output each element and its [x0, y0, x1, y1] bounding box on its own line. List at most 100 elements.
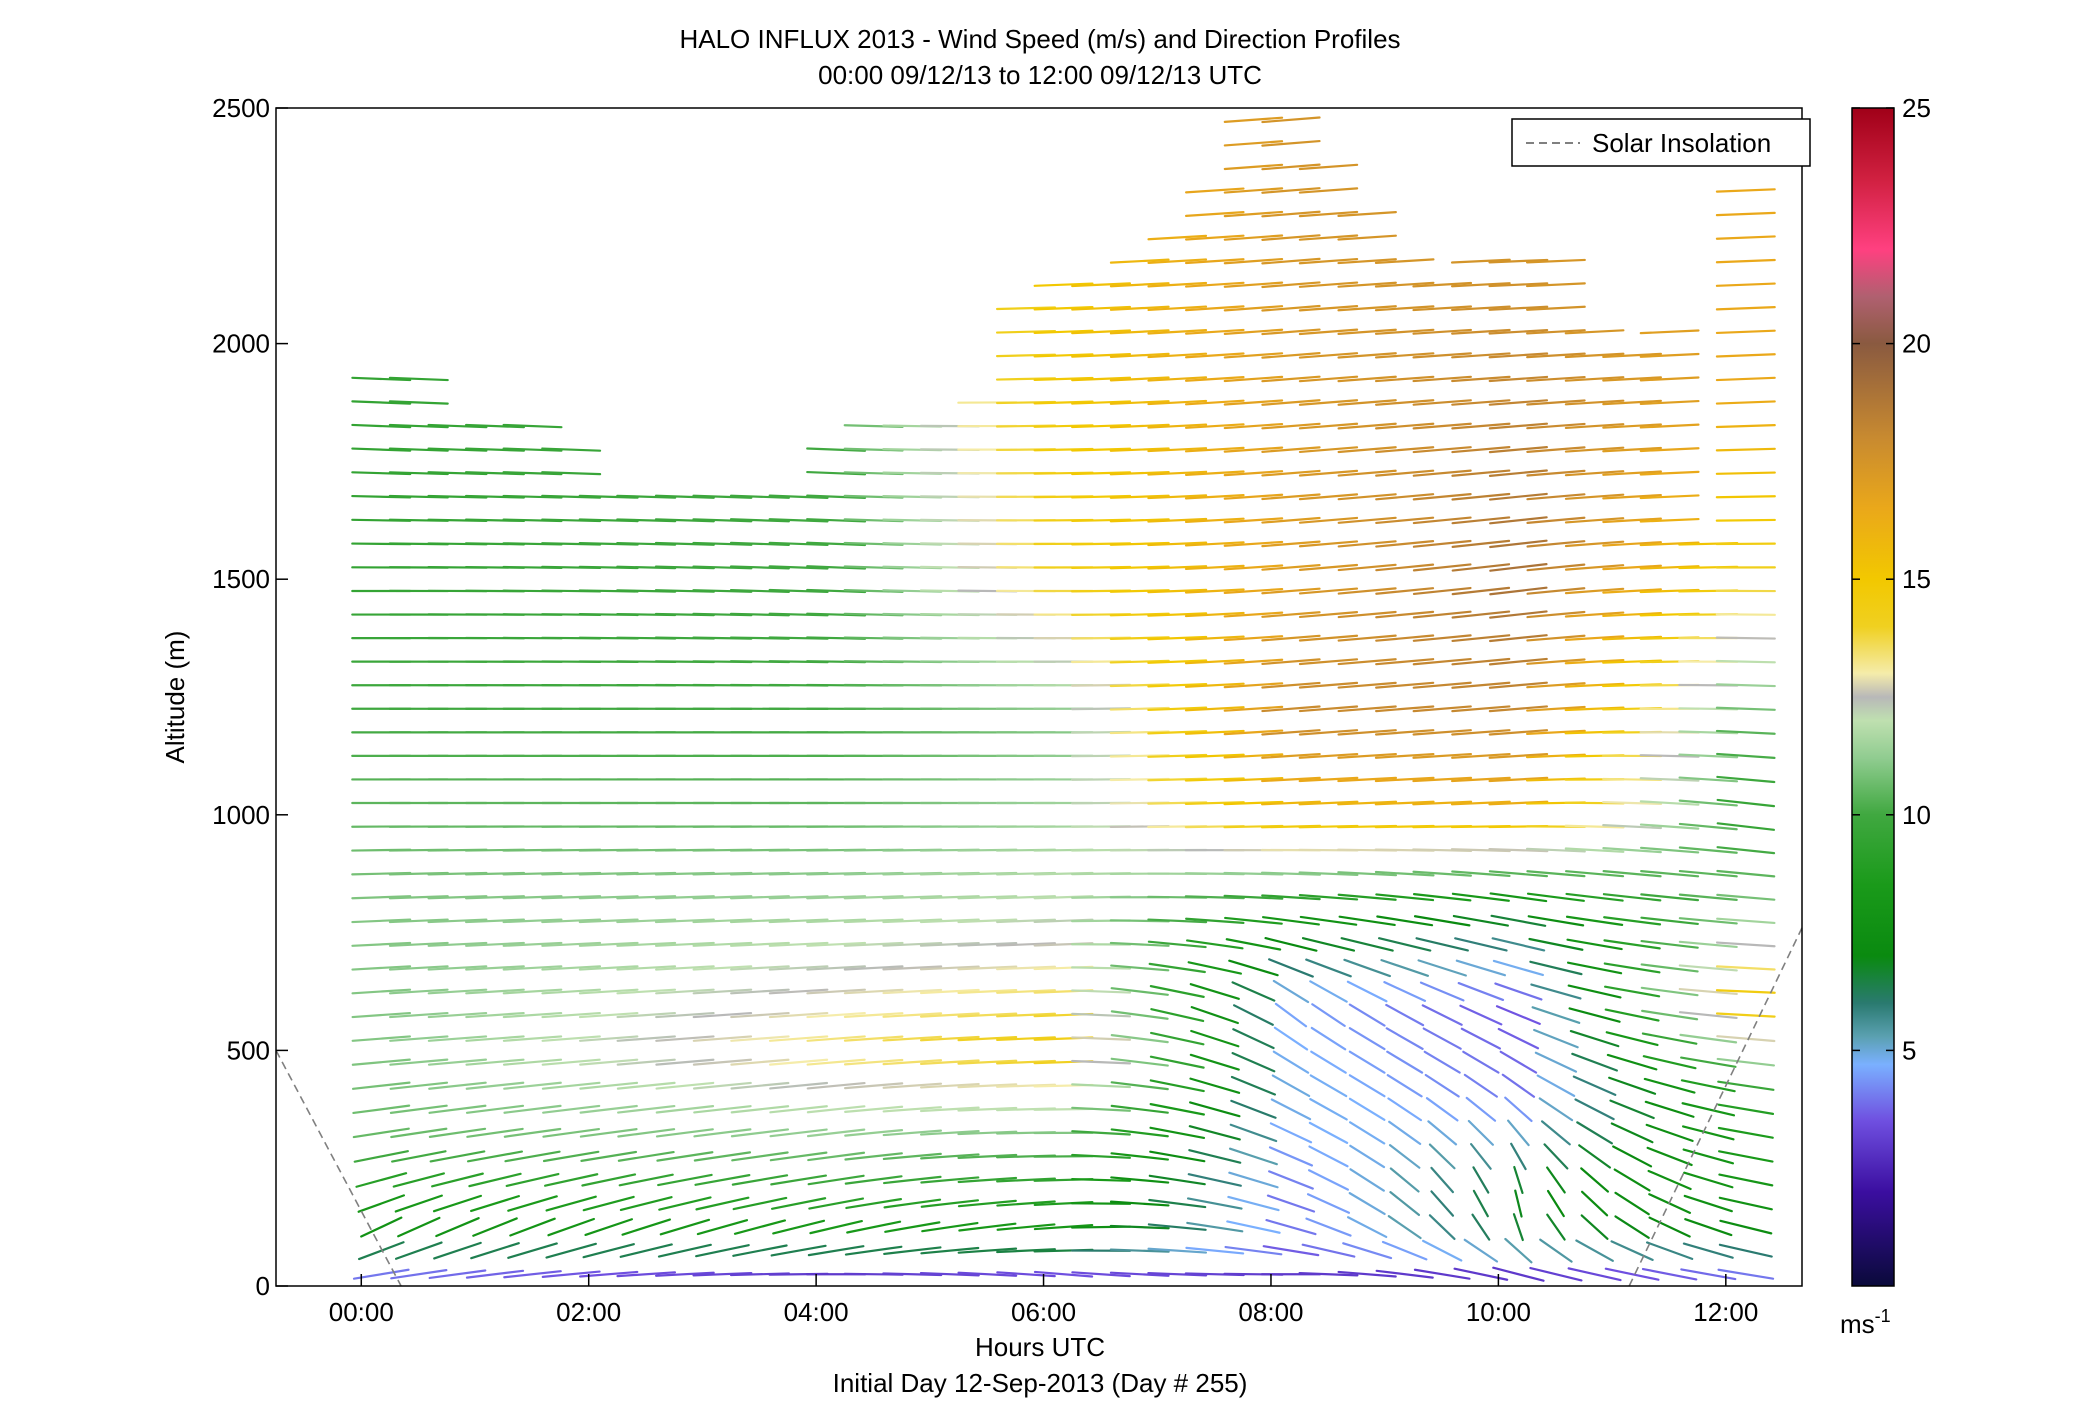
wind-barb — [1644, 1100, 1695, 1118]
wind-barb — [843, 941, 904, 947]
x-tick-label: 08:00 — [1238, 1297, 1303, 1327]
wind-barb — [1602, 352, 1663, 358]
wind-barb — [770, 1244, 827, 1257]
wind-barb — [730, 965, 790, 971]
wind-barb — [1488, 282, 1549, 288]
wind-barb — [1298, 540, 1359, 548]
legend-label-solar: Solar Insolation — [1592, 128, 1771, 158]
wind-barb — [1682, 1148, 1735, 1165]
wind-barb — [730, 988, 790, 995]
wind-barb — [1386, 1050, 1424, 1074]
wind-barb — [1337, 610, 1397, 619]
wind-barb — [1647, 1169, 1692, 1191]
wind-barb — [921, 1221, 979, 1233]
wind-barb — [659, 1218, 711, 1236]
wind-barb — [1310, 1026, 1347, 1051]
wind-barb — [655, 965, 715, 971]
wind-barb — [1298, 446, 1359, 454]
wind-barb — [1033, 400, 1094, 405]
wind-barb — [655, 1128, 714, 1138]
wind-barb — [1640, 870, 1700, 878]
wind-barb — [1422, 1027, 1462, 1050]
wind-barb — [692, 988, 753, 995]
wind-barb — [1605, 1031, 1659, 1047]
wind-barb — [882, 1035, 943, 1042]
wind-barb — [1567, 984, 1622, 999]
wind-barb — [1412, 352, 1472, 359]
wind-barb — [541, 941, 602, 947]
wind-barb — [1298, 871, 1359, 877]
wind-barb — [388, 376, 449, 382]
wind-barb — [806, 965, 867, 971]
wind-barb — [1412, 399, 1472, 406]
wind-barb — [1223, 753, 1284, 759]
wind-barb — [1148, 1174, 1206, 1186]
wind-barb — [1033, 1270, 1094, 1278]
wind-barb — [388, 423, 449, 429]
wind-barb — [919, 918, 980, 924]
wind-barb — [768, 965, 829, 971]
wind-barb — [578, 941, 639, 947]
wind-barb — [472, 1217, 518, 1237]
wind-barb — [958, 1222, 1017, 1232]
wind-barb — [1261, 257, 1321, 265]
wind-barb — [541, 471, 602, 476]
wind-barb — [541, 1035, 601, 1042]
wind-barb — [1147, 376, 1208, 382]
wind-barb — [1471, 1213, 1491, 1241]
wind-barb — [882, 1106, 943, 1113]
wind-barb — [1298, 305, 1359, 312]
wind-barb — [502, 895, 563, 900]
wind-barb — [693, 1105, 752, 1114]
y-tick-label: 1000 — [212, 800, 270, 830]
wind-barb — [843, 565, 904, 570]
wind-barb — [1149, 985, 1205, 998]
wind-barb — [1231, 981, 1276, 1002]
wind-barb — [432, 1194, 483, 1213]
wind-barb — [1223, 800, 1284, 806]
wind-barb — [1230, 1099, 1277, 1119]
wind-barb — [806, 1058, 866, 1066]
wind-barb — [1346, 1216, 1388, 1239]
colorbar-ticks: 5 10 15 20 25 — [1852, 93, 1931, 1065]
wind-barb — [654, 1271, 715, 1277]
wind-barb — [1489, 892, 1548, 903]
wind-barb — [1530, 983, 1582, 1000]
wind-barb — [1639, 777, 1700, 782]
wind-barb — [654, 494, 715, 499]
wind-barb — [1261, 540, 1321, 548]
wind-barb — [1346, 980, 1388, 1003]
wind-barb — [503, 1081, 562, 1090]
wind-barb — [542, 1104, 601, 1114]
wind-barb — [1223, 658, 1284, 665]
wind-barb — [509, 1217, 556, 1237]
wind-barb — [1184, 801, 1245, 805]
wind-barb — [1715, 376, 1776, 382]
wind-barb — [1185, 1246, 1245, 1255]
wind-barb — [360, 1216, 403, 1238]
wind-barb — [1337, 681, 1397, 689]
wind-barb — [1715, 188, 1776, 193]
wind-barb — [1564, 540, 1625, 548]
wind-barb — [351, 1011, 412, 1019]
wind-barb — [1110, 1176, 1170, 1184]
wind-barb — [427, 895, 488, 900]
wind-barb — [1109, 400, 1170, 405]
wind-barb — [1184, 305, 1245, 312]
wind-barb — [1639, 754, 1700, 758]
wind-barb — [1223, 871, 1284, 876]
wind-barb — [1298, 187, 1359, 194]
wind-barb — [1546, 1213, 1566, 1241]
wind-barb — [1184, 611, 1245, 618]
wind-barb — [844, 1129, 904, 1137]
wind-barb — [1343, 958, 1392, 978]
wind-barb — [1374, 258, 1435, 264]
wind-barb — [729, 895, 790, 900]
wind-barb — [1610, 1122, 1654, 1144]
wind-barb — [1472, 1166, 1490, 1194]
wind-barb — [1337, 563, 1397, 572]
wind-barb — [388, 941, 449, 947]
wind-barb — [1526, 705, 1586, 712]
wind-barb — [351, 376, 412, 382]
